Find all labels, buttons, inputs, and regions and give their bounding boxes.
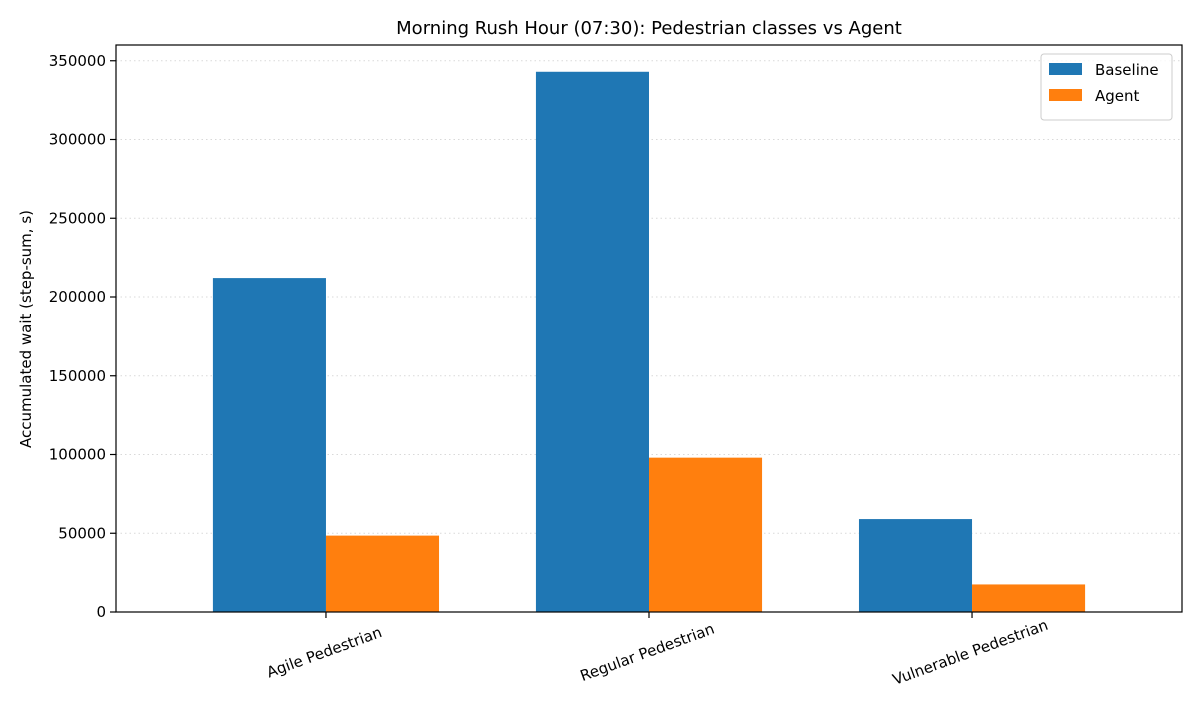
plot-frame [115, 44, 1183, 613]
bar-baseline-2 [858, 519, 973, 612]
y-tick-label: 0 [96, 603, 106, 621]
legend-label-baseline: Baseline [1095, 61, 1159, 79]
bar-agent-2 [972, 584, 1086, 612]
y-tick-label: 50000 [58, 524, 106, 542]
y-tick-label: 250000 [49, 209, 106, 227]
bars [212, 71, 1086, 612]
legend: Baseline Agent [1040, 53, 1173, 121]
bar-baseline-1 [535, 71, 649, 612]
bar-baseline-0 [212, 278, 326, 612]
y-tick-label: 350000 [49, 52, 106, 70]
x-tick-label: Vulnerable Pedestrian [890, 616, 1050, 689]
legend-swatch-baseline [1049, 63, 1082, 75]
legend-swatch-agent [1049, 89, 1082, 101]
legend-label-agent: Agent [1095, 87, 1140, 105]
y-tick-label: 150000 [49, 367, 106, 385]
y-axis-label: Accumulated wait (step-sum, s) [17, 210, 35, 448]
chart-title: Morning Rush Hour (07:30): Pedestrian cl… [396, 18, 902, 39]
x-tick-label: Agile Pedestrian [264, 623, 384, 681]
y-tick-label: 200000 [49, 288, 106, 306]
y-tick-label: 100000 [49, 446, 106, 464]
bar-agent-0 [325, 535, 440, 612]
bar-agent-1 [649, 457, 763, 612]
x-tick-label: Regular Pedestrian [578, 620, 717, 685]
y-tick-label: 300000 [49, 131, 106, 149]
